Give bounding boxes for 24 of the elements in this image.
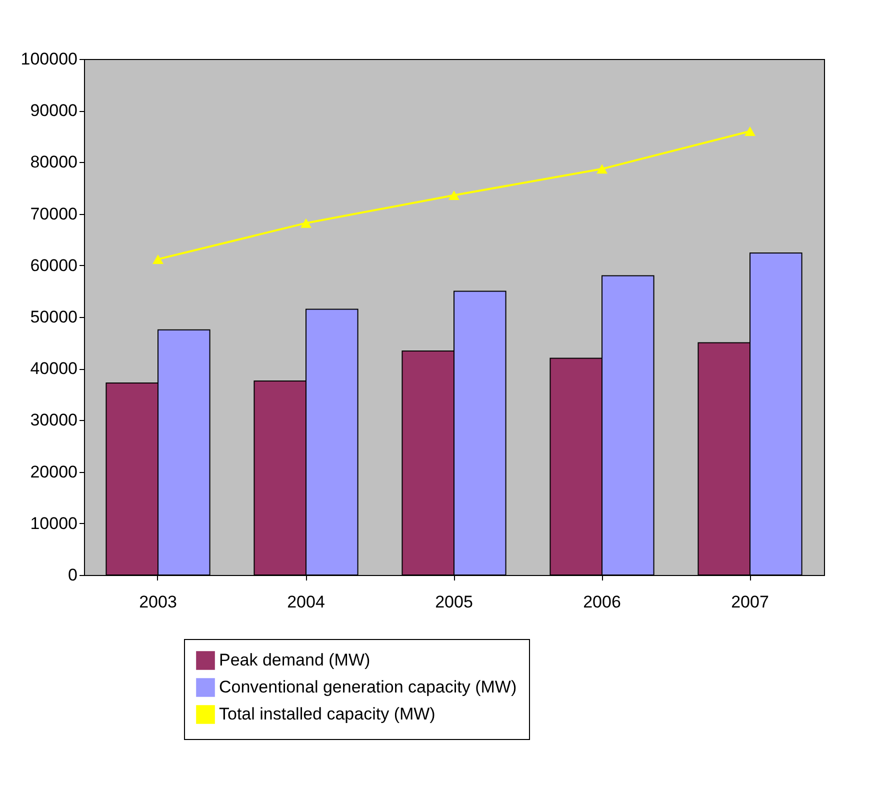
x-tick-label: 2006: [583, 592, 621, 612]
point: [744, 126, 756, 136]
legend-label: Total installed capacity (MW): [219, 704, 436, 724]
point: [448, 190, 460, 200]
y-tick-label: 80000: [30, 152, 78, 172]
x-tick-label: 2007: [731, 592, 769, 612]
legend-label: Peak demand (MW): [219, 650, 370, 670]
y-tick-label: 50000: [30, 308, 78, 326]
point: [596, 164, 608, 174]
x-tick-label: 2004: [287, 592, 325, 612]
y-tick-label: 10000: [30, 514, 78, 533]
y-tick-label: 100000: [20, 50, 78, 68]
y-tick-label: 30000: [30, 410, 78, 430]
legend-label: Conventional generation capacity (MW): [219, 678, 517, 696]
y-tick-label: 60000: [30, 256, 78, 275]
y-tick-label: 40000: [30, 359, 78, 378]
x-tick-label: 2005: [435, 592, 473, 612]
y-tick-label: 0: [68, 566, 78, 584]
y-tick-label: 20000: [30, 462, 78, 482]
y-tick-label: 70000: [30, 204, 78, 224]
point: [152, 254, 164, 264]
point: [300, 218, 312, 228]
x-tick-label: 2003: [139, 592, 177, 612]
y-tick-label: 90000: [30, 101, 78, 120]
